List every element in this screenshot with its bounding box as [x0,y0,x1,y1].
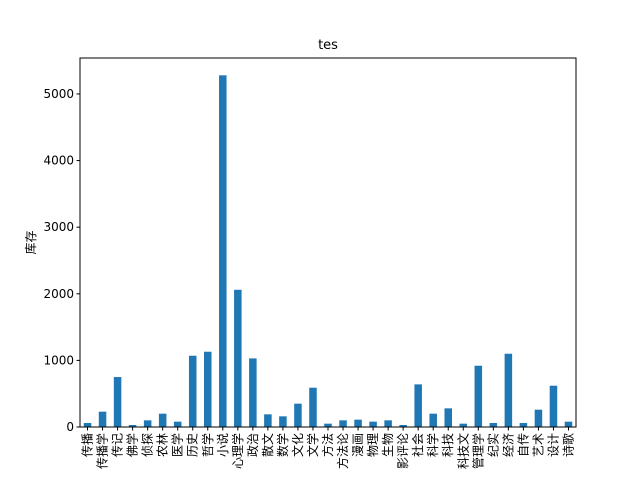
chart-title: tes [318,38,338,53]
x-tick-label: 传播 [80,433,95,457]
bar-物理 [369,421,377,427]
bar-社会 [414,384,422,427]
bar-政治 [249,358,257,427]
bar-经济 [504,353,513,427]
x-tick-label: 诗歌 [560,433,575,457]
bar-文化 [294,403,302,427]
x-tick-label: 医学 [170,433,185,457]
x-tick-label: 纪实 [485,433,500,457]
bar-科技 [444,408,452,427]
bar-科技文 [459,423,468,427]
bar-哲学 [204,351,212,427]
x-tick-label: 数学 [275,433,290,457]
plot-area-frame [79,57,577,428]
y-axis-ticks: 0 1000 2000 3000 4000 5000 [43,87,80,434]
x-tick-label: 侦探 [141,433,155,457]
bar-影评论 [399,425,407,427]
y-tick-label: 2000 [43,287,74,301]
bar-方法论 [339,420,347,427]
x-axis-ticks: 传播 传播学 传记 佛学 侦探 农林 医学 历史 哲学 小说 心理学 政治 散文 数学 文化 文学 方法 方法论漫… [80,427,575,469]
bar-设计 [549,385,558,427]
x-tick-label: 文学 [305,433,320,457]
x-tick-label: 文化 [290,433,305,457]
bar-生物 [384,420,392,427]
bar-心理学 [234,289,242,427]
bar-艺术 [534,409,543,427]
x-tick-label: 佛学 [125,433,140,457]
x-tick-label: 科技 [441,433,455,457]
x-tick-label: 影评论 [396,433,410,469]
x-tick-label: 管理学 [470,433,485,469]
y-tick-label: 3000 [43,220,74,234]
bar-诗歌 [564,421,573,427]
bar-自传 [519,423,528,427]
x-tick-label: 艺术 [531,433,545,457]
bar-漫画 [354,419,362,427]
bar-侦探 [143,420,152,427]
bar-农林 [158,413,167,427]
x-tick-label: 历史 [186,433,200,457]
y-tick-label: 1000 [43,353,74,367]
x-tick-label: 传记 [110,433,125,457]
bar-科学 [429,413,437,427]
y-tick-label: 4000 [43,154,74,168]
bar-小说 [219,75,227,427]
y-tick-label: 0 [66,420,74,434]
x-tick-label: 散文 [260,433,275,457]
x-tick-label: 科技文 [455,433,470,469]
x-tick-label: 小说 [215,433,230,457]
y-axis-label: 库存 [23,230,38,254]
bar-传记 [113,377,122,427]
x-tick-label: 心理学 [230,433,245,469]
x-tick-label: 哲学 [200,433,215,457]
bar-医学 [173,421,182,427]
bar-传播学 [98,411,107,427]
x-tick-label: 自传 [515,433,530,457]
bar-散文 [264,414,272,427]
bar-传播 [83,423,92,427]
bar-管理学 [474,365,483,427]
x-tick-label: 社会 [410,433,425,457]
bar-数学 [279,416,287,427]
bar-series [83,75,573,427]
bar-方法 [324,423,332,427]
bar-佛学 [128,425,137,427]
x-tick-label: 农林 [156,433,170,457]
x-tick-label: 设计 [546,433,560,457]
bar-历史 [188,355,197,427]
x-tick-label: 政治 [246,433,260,457]
x-tick-label: 方法 [320,433,335,457]
y-tick-label: 5000 [43,87,74,101]
x-tick-label: 方法论 [335,433,350,469]
x-tick-label: 漫画 [351,433,365,457]
x-tick-label: 传播学 [95,433,110,469]
x-tick-label: 生物 [381,433,395,457]
x-tick-label: 物理 [366,433,380,457]
x-tick-label: 科学 [425,433,440,457]
bar-纪实 [489,423,498,427]
x-tick-label: 经济 [500,433,515,457]
bar-文学 [309,387,317,427]
